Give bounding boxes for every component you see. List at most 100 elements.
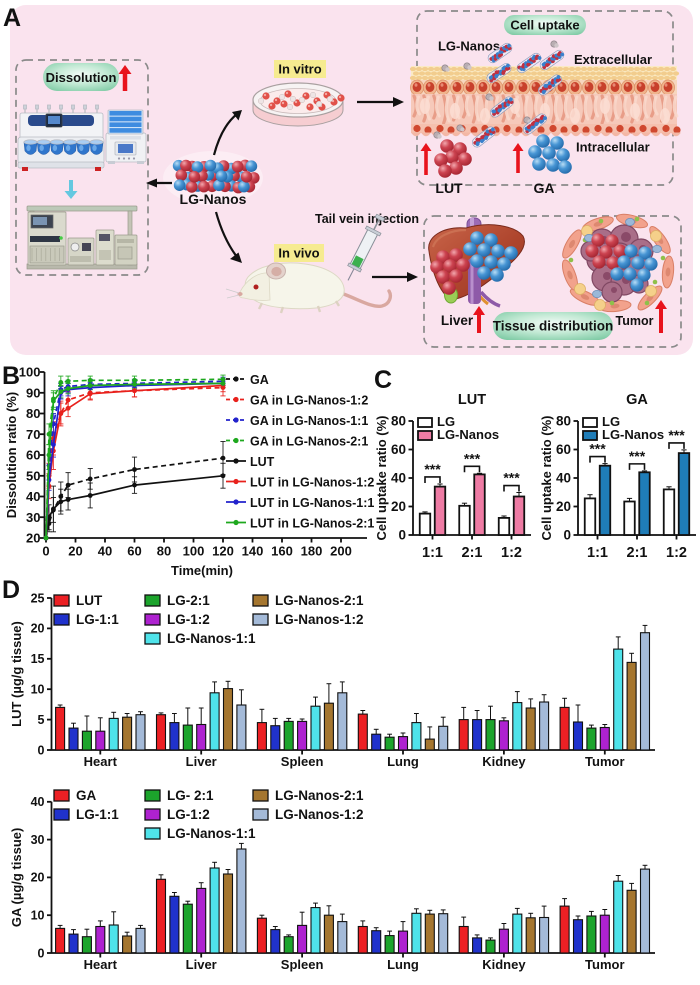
svg-text:0: 0 <box>38 743 45 757</box>
svg-text:Time(min): Time(min) <box>171 563 233 578</box>
svg-text:100: 100 <box>19 365 41 380</box>
svg-text:LUT: LUT <box>250 455 275 469</box>
svg-text:140: 140 <box>242 544 264 559</box>
svg-text:LUT: LUT <box>458 392 486 408</box>
svg-text:Kidney: Kidney <box>482 957 526 972</box>
svg-text:20: 20 <box>391 499 406 514</box>
svg-text:LG-1:1: LG-1:1 <box>76 612 119 627</box>
svg-text:LG-Nanos-2:1: LG-Nanos-2:1 <box>275 788 364 803</box>
svg-text:***: *** <box>668 427 685 443</box>
svg-text:0: 0 <box>42 544 49 559</box>
svg-text:Spleen: Spleen <box>281 957 324 972</box>
svg-text:Liver: Liver <box>186 957 217 972</box>
svg-text:Tissue distribution: Tissue distribution <box>493 319 614 334</box>
svg-text:30: 30 <box>31 833 45 847</box>
svg-text:80: 80 <box>391 414 406 429</box>
svg-text:LG-Nanos: LG-Nanos <box>180 191 247 207</box>
svg-text:LG-Nanos: LG-Nanos <box>438 39 500 54</box>
svg-text:LG-Nanos-2:1: LG-Nanos-2:1 <box>275 593 364 608</box>
svg-text:Tail vein injection: Tail vein injection <box>315 212 419 226</box>
svg-text:20: 20 <box>31 622 45 636</box>
svg-text:180: 180 <box>301 544 323 559</box>
svg-text:GA: GA <box>76 788 97 803</box>
svg-text:Tumor: Tumor <box>585 754 624 769</box>
svg-text:120: 120 <box>212 544 234 559</box>
svg-text:***: *** <box>464 450 481 466</box>
svg-text:A: A <box>3 4 21 32</box>
svg-text:***: *** <box>589 441 606 457</box>
svg-text:LUT in LG-Nanos-1:2: LUT in LG-Nanos-1:2 <box>250 475 374 489</box>
svg-text:20: 20 <box>31 871 45 885</box>
svg-text:Intracellular: Intracellular <box>576 140 650 155</box>
svg-text:LUT (µg/g tissue): LUT (µg/g tissue) <box>9 621 24 727</box>
svg-text:0: 0 <box>38 946 45 960</box>
svg-text:Kidney: Kidney <box>482 754 526 769</box>
svg-text:GA: GA <box>626 392 648 408</box>
svg-text:5: 5 <box>38 713 45 727</box>
svg-text:60: 60 <box>26 448 40 463</box>
svg-text:LG-Nanos-1:1: LG-Nanos-1:1 <box>167 826 256 841</box>
svg-text:90: 90 <box>26 385 40 400</box>
svg-text:***: *** <box>424 461 441 477</box>
svg-text:LG-Nanos: LG-Nanos <box>437 427 499 442</box>
svg-text:Liver: Liver <box>186 754 217 769</box>
svg-text:20: 20 <box>68 544 82 559</box>
svg-text:LG- 2:1: LG- 2:1 <box>167 788 214 803</box>
svg-text:LG-Nanos-1:2: LG-Nanos-1:2 <box>275 807 364 822</box>
svg-text:160: 160 <box>271 544 293 559</box>
svg-text:0: 0 <box>563 528 571 543</box>
svg-text:60: 60 <box>391 442 406 457</box>
svg-text:Dissolution ratio (%): Dissolution ratio (%) <box>4 392 19 518</box>
svg-text:70: 70 <box>26 427 40 442</box>
svg-text:30: 30 <box>26 510 40 525</box>
svg-text:LG: LG <box>437 414 455 429</box>
svg-text:10: 10 <box>31 909 45 923</box>
svg-text:LG-1:1: LG-1:1 <box>76 807 119 822</box>
svg-text:***: *** <box>503 470 520 486</box>
svg-text:Heart: Heart <box>84 957 118 972</box>
svg-text:100: 100 <box>183 544 205 559</box>
svg-text:Spleen: Spleen <box>281 754 324 769</box>
svg-text:LUT: LUT <box>435 180 463 196</box>
svg-text:GA in LG-Nanos-2:1: GA in LG-Nanos-2:1 <box>250 434 368 448</box>
svg-text:40: 40 <box>98 544 112 559</box>
svg-text:2:1: 2:1 <box>627 545 648 561</box>
svg-text:Tumor: Tumor <box>616 314 654 328</box>
svg-text:LG-Nanos-1:1: LG-Nanos-1:1 <box>167 631 256 646</box>
svg-text:LG-Nanos: LG-Nanos <box>602 427 664 442</box>
svg-text:10: 10 <box>31 683 45 697</box>
svg-text:25: 25 <box>31 591 45 605</box>
svg-text:Extracellular: Extracellular <box>574 52 652 67</box>
svg-text:80: 80 <box>26 406 40 421</box>
svg-text:1:2: 1:2 <box>666 545 687 561</box>
svg-text:In vitro: In vitro <box>278 62 321 77</box>
svg-text:Cell uptake: Cell uptake <box>510 18 579 33</box>
svg-text:LUT in LG-Nanos-1:1: LUT in LG-Nanos-1:1 <box>250 496 374 510</box>
svg-text:40: 40 <box>556 471 571 486</box>
svg-text:Dissolution: Dissolution <box>46 70 117 85</box>
svg-text:80: 80 <box>556 414 571 429</box>
svg-text:15: 15 <box>31 652 45 666</box>
svg-text:20: 20 <box>556 499 571 514</box>
svg-text:Cell uptake ratio (%): Cell uptake ratio (%) <box>539 416 554 541</box>
svg-text:Heart: Heart <box>84 754 118 769</box>
svg-text:Tumor: Tumor <box>585 957 624 972</box>
svg-text:LG-2:1: LG-2:1 <box>167 593 210 608</box>
svg-text:60: 60 <box>127 544 141 559</box>
svg-text:B: B <box>2 362 20 390</box>
svg-text:GA in LG-Nanos-1:1: GA in LG-Nanos-1:1 <box>250 414 368 428</box>
svg-text:GA: GA <box>250 373 269 387</box>
svg-text:Cell uptake ratio (%): Cell uptake ratio (%) <box>374 416 389 541</box>
svg-text:D: D <box>2 576 20 604</box>
svg-text:LG-1:2: LG-1:2 <box>167 612 210 627</box>
svg-text:40: 40 <box>391 471 406 486</box>
svg-text:Lung: Lung <box>387 957 419 972</box>
svg-text:LG-1:2: LG-1:2 <box>167 807 210 822</box>
svg-text:40: 40 <box>31 795 45 809</box>
svg-text:GA: GA <box>534 180 555 196</box>
svg-text:60: 60 <box>556 442 571 457</box>
svg-text:1:1: 1:1 <box>422 545 443 561</box>
svg-text:C: C <box>374 366 392 394</box>
svg-text:20: 20 <box>26 531 40 546</box>
svg-text:LG-Nanos-1:2: LG-Nanos-1:2 <box>275 612 364 627</box>
